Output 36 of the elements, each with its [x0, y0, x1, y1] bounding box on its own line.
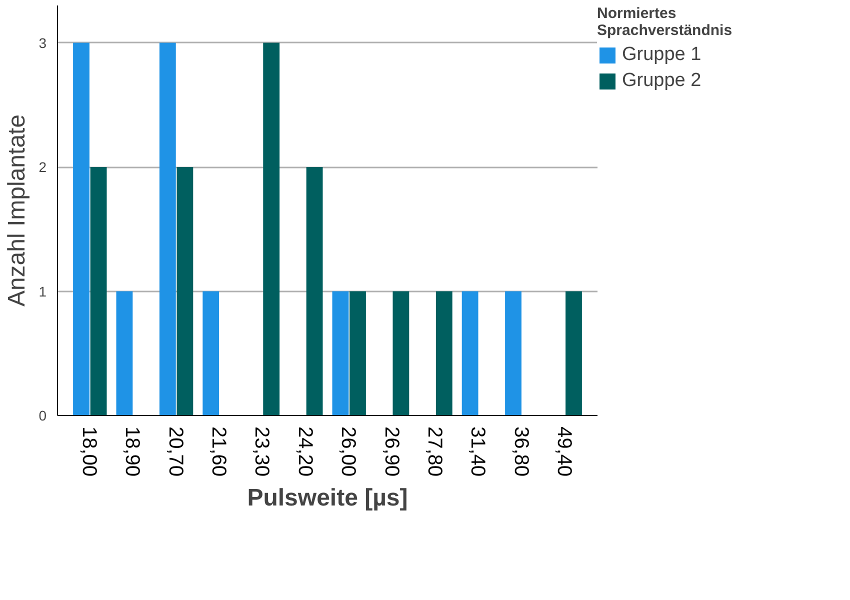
x-tick-label: 36,80 — [510, 426, 532, 477]
bar — [116, 291, 133, 416]
bar — [90, 167, 107, 416]
x-tick-label: 23,30 — [250, 426, 273, 477]
x-tick-label: 18,00 — [78, 426, 100, 477]
y-tick-label: 0 — [38, 408, 47, 424]
legend-title: Normiertes Sprachverständnis — [597, 5, 732, 39]
x-tick-label: 24,20 — [294, 426, 316, 477]
bar — [73, 42, 90, 416]
bar — [263, 42, 280, 416]
bar — [462, 291, 478, 416]
bar — [505, 291, 522, 416]
bar — [350, 291, 366, 416]
y-tick-label: 3 — [38, 34, 47, 51]
bar — [332, 291, 349, 416]
x-tick-label: 27,80 — [424, 426, 446, 477]
bar — [176, 167, 194, 416]
y-tick-label: 1 — [38, 283, 47, 300]
x-tick-label: 20,70 — [164, 426, 186, 477]
x-tick-label: 31,40 — [466, 426, 489, 477]
bar — [392, 291, 410, 416]
bar — [306, 167, 323, 416]
y-axis-title: Anzahl Implantate — [4, 114, 31, 307]
bar — [436, 291, 452, 416]
x-tick-label: 18,90 — [121, 426, 144, 477]
legend-label: Gruppe 2 — [622, 70, 702, 92]
x-tick-label: 26,00 — [337, 426, 360, 477]
x-tick-label: 26,90 — [380, 426, 402, 477]
bar — [159, 42, 176, 416]
x-axis-title: Pulsweite [µs] — [247, 484, 408, 512]
x-tick-label: 49,40 — [553, 426, 576, 477]
y-tick-label: 2 — [38, 159, 47, 176]
legend-label: Gruppe 1 — [622, 44, 702, 66]
bar — [566, 291, 582, 416]
x-tick-label: 21,60 — [208, 426, 230, 477]
bar — [202, 291, 220, 416]
